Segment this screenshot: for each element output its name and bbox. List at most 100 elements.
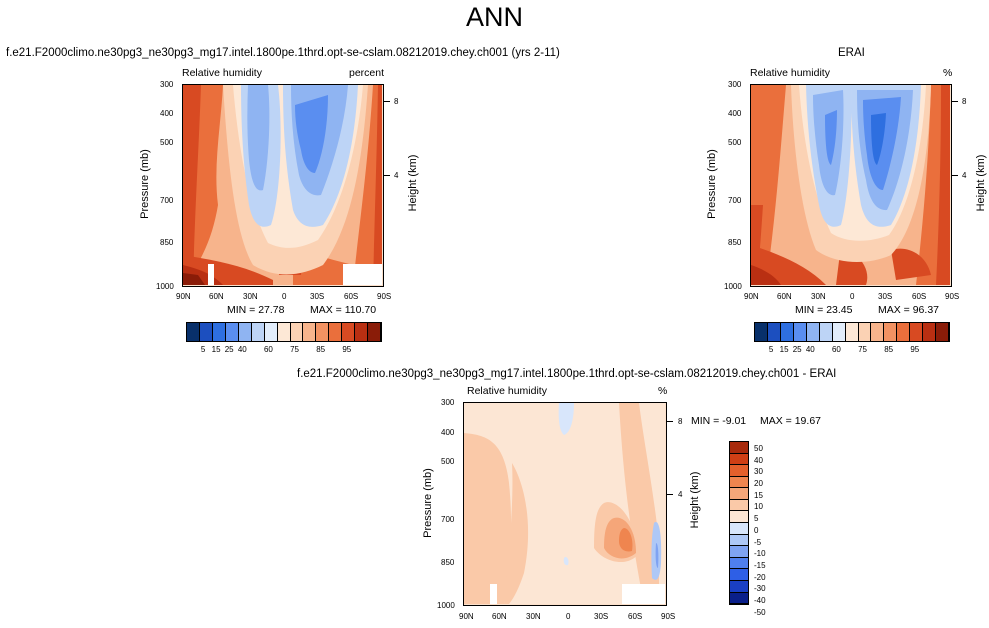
- colorbar-label: 0: [754, 525, 759, 535]
- colorbar-swatch: [303, 323, 317, 341]
- colorbar-label: 15: [211, 345, 221, 354]
- panel2-max: MAX = 96.37: [878, 304, 939, 316]
- panel2-colorbar-labels: 5 15 25 40 60 75 85 95: [754, 345, 950, 357]
- panel1-ytick: 1000: [156, 282, 174, 291]
- panel1-colorbar-labels: 5 15 25 40 60 75 85 95: [186, 345, 382, 357]
- panel2-xtick: 60N: [777, 292, 792, 301]
- panel2-right-tick-mark: [952, 101, 958, 102]
- colorbar-label: -15: [754, 561, 766, 570]
- panel3-ytick: 500: [441, 457, 455, 466]
- panel1-right-tick: 4: [394, 171, 399, 180]
- colorbar-swatch: [806, 323, 820, 341]
- colorbar-label: -40: [754, 596, 766, 606]
- panel1-min: MIN = 27.78: [227, 304, 285, 316]
- panel1-right-tick-mark: [384, 101, 390, 102]
- colorbar-swatch: [923, 323, 937, 341]
- panel2-ytick: 300: [728, 80, 742, 89]
- colorbar-swatch: [329, 323, 343, 341]
- colorbar-label: -20: [754, 572, 766, 582]
- panel3-max: MAX = 19.67: [760, 415, 821, 427]
- colorbar-swatch: [199, 323, 213, 341]
- colorbar-label: 95: [342, 345, 352, 354]
- colorbar-swatch: [730, 523, 748, 535]
- colorbar-swatch: [910, 323, 924, 341]
- panel2-units: %: [943, 67, 953, 79]
- colorbar-label: -50: [754, 607, 766, 617]
- panel3-min: MIN = -9.01: [691, 415, 747, 427]
- colorbar-swatch: [730, 465, 748, 477]
- panel2-right-tick-mark: [952, 175, 958, 176]
- panel1-plot-area: [182, 84, 384, 287]
- colorbar-label: 30: [754, 467, 763, 477]
- colorbar-swatch: [316, 323, 330, 341]
- panel2-ytick: 850: [728, 238, 742, 247]
- figure-title: ANN: [465, 2, 523, 32]
- colorbar-swatch: [793, 323, 807, 341]
- colorbar-label: 5: [754, 514, 759, 524]
- colorbar-swatch: [277, 323, 291, 341]
- panel2-colorbar: [754, 322, 950, 342]
- colorbar-swatch: [730, 476, 748, 489]
- colorbar-swatch: [355, 323, 369, 341]
- panel2-right-label: Height (km): [975, 154, 987, 212]
- panel1-xtick: 30S: [310, 292, 325, 301]
- colorbar-label: 5: [200, 345, 206, 354]
- colorbar-swatch: [730, 592, 748, 605]
- panel3-right-tick: 8: [678, 417, 683, 426]
- colorbar-swatch: [936, 323, 950, 341]
- panel1-right-tick-mark: [384, 175, 390, 176]
- colorbar-swatch: [832, 323, 846, 341]
- colorbar-label: 20: [754, 479, 763, 488]
- panel3-right-tick-mark: [667, 421, 673, 422]
- panel2-ytick: 500: [728, 138, 742, 147]
- panel1-right-tick: 8: [394, 97, 399, 106]
- panel2-xtick: 30N: [811, 292, 826, 301]
- panel3-ytick: 850: [441, 558, 455, 567]
- colorbar-swatch: [238, 323, 252, 341]
- colorbar-swatch: [342, 323, 356, 341]
- panel3-ytick: 400: [441, 428, 455, 437]
- panel1-xtick: 0: [282, 292, 287, 301]
- panel2-ytick: 400: [728, 109, 742, 118]
- colorbar-label: 40: [805, 345, 815, 354]
- panel1-ytick: 400: [160, 109, 174, 118]
- panel2-min: MIN = 23.45: [795, 304, 853, 316]
- colorbar-label: 40: [237, 345, 247, 354]
- panel1-ytick: 300: [160, 80, 174, 89]
- panel3-ytick: 700: [441, 515, 455, 524]
- colorbar-label: 75: [290, 345, 299, 354]
- panel2-title: ERAI: [838, 47, 865, 59]
- colorbar-label: 60: [831, 345, 841, 354]
- colorbar-label: 15: [754, 490, 763, 500]
- colorbar-swatch: [730, 442, 748, 454]
- panel1-ylabel: Pressure (mb): [139, 149, 151, 219]
- colorbar-label: 75: [858, 345, 867, 354]
- colorbar-label: 5: [768, 345, 774, 354]
- panel1-units: percent: [349, 67, 385, 79]
- panel3-ytick: 300: [441, 398, 455, 407]
- colorbar-label: 95: [910, 345, 920, 354]
- panel2-xtick: 60S: [912, 292, 927, 301]
- panel2-ytick: 700: [728, 196, 742, 205]
- colorbar-swatch: [212, 323, 226, 341]
- colorbar-label: 50: [754, 443, 763, 453]
- panel3-variable: Relative humidity: [467, 385, 547, 397]
- colorbar-swatch: [858, 323, 872, 341]
- colorbar-swatch: [871, 323, 885, 341]
- panel1-colorbar: [186, 322, 382, 342]
- panel3-colorbar: [729, 441, 749, 605]
- panel1-xtick: 90N: [176, 292, 191, 301]
- panel1-ytick: 500: [160, 138, 174, 147]
- panel3-right-tick-mark: [667, 494, 673, 495]
- colorbar-swatch: [730, 499, 748, 512]
- panel3-ylabel: Pressure (mb): [422, 468, 434, 538]
- colorbar-swatch: [780, 323, 794, 341]
- colorbar-label: 85: [884, 345, 894, 354]
- panel3-xtick: 30S: [594, 612, 609, 621]
- panel2-ytick: 1000: [724, 282, 742, 291]
- panel3-xtick: 0: [566, 612, 571, 621]
- colorbar-label: 85: [316, 345, 326, 354]
- panel3-plot-area: [463, 402, 667, 606]
- colorbar-swatch: [730, 580, 748, 593]
- panel2-ylabel: Pressure (mb): [706, 149, 718, 219]
